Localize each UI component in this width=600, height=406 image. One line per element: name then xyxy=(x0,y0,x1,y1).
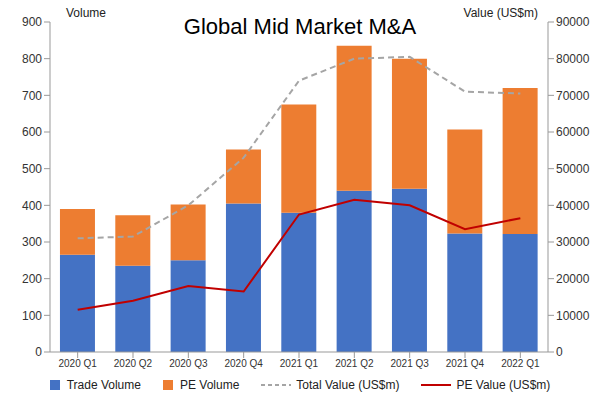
svg-text:2021 Q1: 2021 Q1 xyxy=(280,358,319,369)
html-text:Total Value (US$m): Total Value (US$m) xyxy=(296,378,400,392)
svg-text:40000: 40000 xyxy=(556,199,590,213)
svg-text:2022 Q1: 2022 Q1 xyxy=(501,358,540,369)
svg-text:300: 300 xyxy=(22,235,42,249)
svg-text:2021 Q3: 2021 Q3 xyxy=(390,358,429,369)
svg-text:50000: 50000 xyxy=(556,162,590,176)
svg-text:2021 Q4: 2021 Q4 xyxy=(446,358,485,369)
svg-text:20000: 20000 xyxy=(556,272,590,286)
html-text:PE Value (US$m): PE Value (US$m) xyxy=(456,378,551,392)
svg-text:90000: 90000 xyxy=(556,15,590,29)
svg-text:2020 Q1: 2020 Q1 xyxy=(58,358,97,369)
svg-text:700: 700 xyxy=(22,89,42,103)
svg-text:10000: 10000 xyxy=(556,309,590,323)
svg-text:800: 800 xyxy=(22,52,42,66)
html-text:Volume: Volume xyxy=(66,6,106,20)
html-text:Value (US$m): Value (US$m) xyxy=(463,6,538,20)
svg-text:30000: 30000 xyxy=(556,235,590,249)
svg-text:600: 600 xyxy=(22,125,42,139)
svg-text:2020 Q4: 2020 Q4 xyxy=(224,358,263,369)
svg-text:200: 200 xyxy=(22,272,42,286)
svg-text:0: 0 xyxy=(35,345,42,359)
html-text:Global Mid Market M&A: Global Mid Market M&A xyxy=(183,14,417,39)
svg-text:500: 500 xyxy=(22,162,42,176)
svg-text:2020 Q3: 2020 Q3 xyxy=(169,358,208,369)
svg-text:70000: 70000 xyxy=(556,89,590,103)
svg-text:2021 Q2: 2021 Q2 xyxy=(335,358,374,369)
html-text:PE Volume: PE Volume xyxy=(180,378,240,392)
svg-text:400: 400 xyxy=(22,199,42,213)
svg-text:0: 0 xyxy=(556,345,563,359)
html-text:Trade Volume: Trade Volume xyxy=(66,378,141,392)
svg-text:100: 100 xyxy=(22,309,42,323)
svg-text:60000: 60000 xyxy=(556,125,590,139)
svg-text:2020 Q2: 2020 Q2 xyxy=(114,358,153,369)
svg-text:80000: 80000 xyxy=(556,52,590,66)
svg-text:900: 900 xyxy=(22,15,42,29)
